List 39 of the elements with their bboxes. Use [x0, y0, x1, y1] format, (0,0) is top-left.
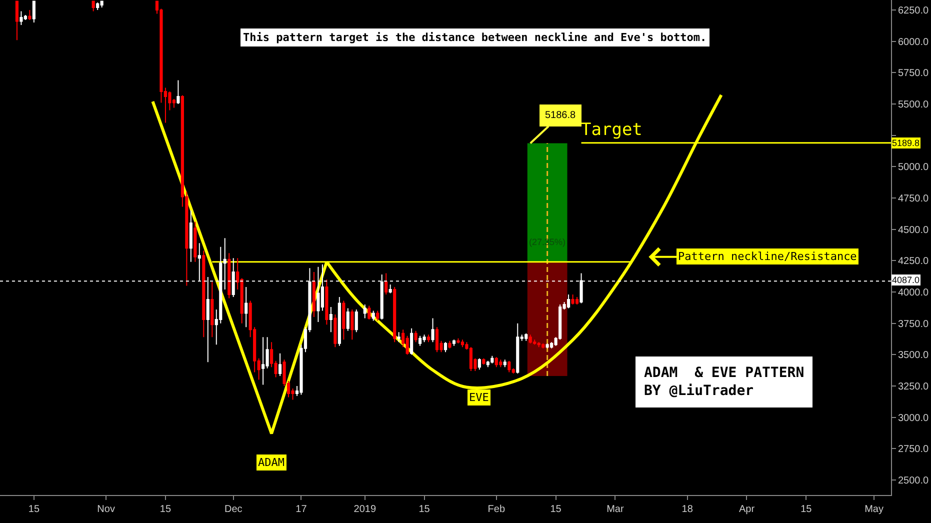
annotation: ADAM	[258, 456, 285, 469]
y-tick-label: 6250.0	[898, 6, 930, 17]
y-tick-label: 6000.0	[898, 36, 930, 48]
y-tick-label: 5750.0	[898, 68, 930, 80]
annotation: EVE	[469, 391, 489, 404]
annotation: ADAM & EVE PATTERN BY @LiuTrader	[644, 365, 804, 400]
y-tick-label: 4500.0	[898, 224, 930, 236]
annotation: Pattern neckline/Resistance	[678, 250, 857, 263]
annotation: 5186.8	[545, 110, 576, 121]
x-tick-label: 15	[418, 504, 430, 515]
y-tick-label: 4000.0	[898, 287, 930, 298]
x-tick-label: 15	[800, 504, 812, 515]
x-tick-label: Nov	[97, 504, 115, 515]
y-tick-label: 4750.0	[898, 194, 930, 204]
annotation: Target	[581, 120, 642, 140]
y-tick-label: 3250.0	[898, 381, 930, 392]
x-tick-label: 15	[550, 504, 562, 515]
x-tick-label: 15	[28, 504, 40, 515]
y-tick-label: 3500.0	[898, 350, 930, 362]
text: This pattern target is the distance between neckline and Eve's bottom.	[243, 31, 707, 44]
y-tick-label: 3750.0	[898, 318, 930, 330]
x-tick-label: Feb	[488, 504, 506, 515]
x-tick-label: 17	[296, 504, 308, 515]
y-tick-label: 5500.0	[898, 100, 930, 111]
y-tick-label: 2750.0	[898, 444, 930, 456]
y-tick-label: 5000.0	[898, 162, 930, 174]
y-tick-label: 3000.0	[898, 412, 930, 424]
x-tick-label: Apr	[738, 504, 756, 515]
y-tick-label: 4250.0	[898, 256, 930, 268]
x-tick-label: May	[864, 504, 884, 515]
annotation: 5189.8	[892, 138, 920, 148]
x-tick-label: Dec	[224, 504, 242, 515]
ref-line-label: 4087.0	[892, 275, 920, 285]
y-tick-label: 2500.0	[898, 475, 930, 486]
annotation: (27.35%)	[529, 237, 566, 247]
x-tick-label: Mar	[606, 504, 624, 515]
x-tick-label: 18	[682, 504, 694, 515]
x-tick-label: 15	[160, 504, 172, 515]
x-tick-label: 2019	[354, 504, 376, 515]
